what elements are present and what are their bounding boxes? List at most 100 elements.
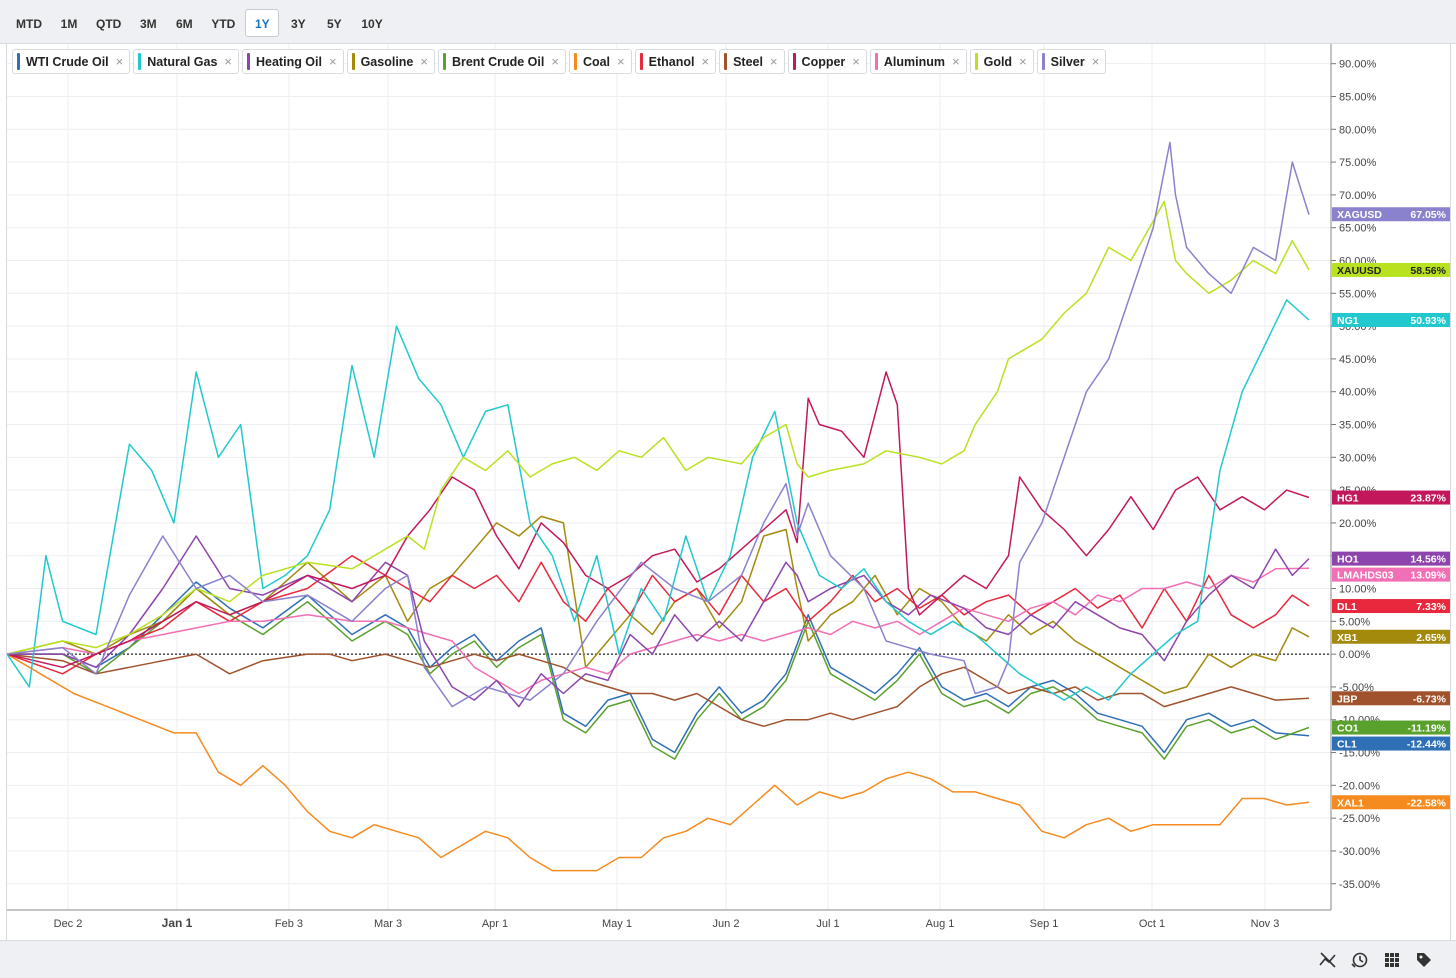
value-tag-xal1: XAL1 -22.58% [1332,795,1450,810]
legend-item[interactable]: Ethanol × [634,49,717,74]
range-tab-5y[interactable]: 5Y [327,17,342,31]
legend-swatch [974,53,978,70]
value-tag-bg [1332,629,1450,644]
hide-lines-icon[interactable] [1318,950,1338,970]
comparison-chart[interactable]: 90.00%85.00%80.00%75.00%70.00%65.00%60.0… [7,44,1452,940]
legend-label: Aluminum [883,54,945,69]
range-tab-qtd[interactable]: QTD [96,17,122,31]
range-tab-ytd[interactable]: YTD [211,17,236,31]
value-tag-bg [1332,691,1450,706]
series-line-cl1[interactable] [7,581,1310,754]
value-tag-bg [1332,262,1450,277]
remove-series-icon[interactable]: × [115,54,124,69]
legend-item[interactable]: Gold × [969,49,1034,74]
series-line-lmahds03[interactable] [7,567,1310,695]
value-tags: XAGUSD 67.05% XAUUSD 58.56% NG1 50.93% HG1 23.8… [1332,207,1450,810]
x-tick-label: May 1 [602,918,632,930]
legend-item[interactable]: Natural Gas × [133,49,239,74]
remove-series-icon[interactable]: × [1091,54,1100,69]
legend-item[interactable]: Copper × [787,49,867,74]
y-tick-label: 70.00% [1339,190,1377,202]
y-tick-label: -5.00% [1339,682,1374,694]
reset-zoom-icon[interactable] [1350,950,1370,970]
legend-item[interactable]: Aluminum × [869,49,967,74]
series-lines [7,141,1310,872]
value-tag-ticker: DL1 [1337,601,1357,613]
value-tag-value: -22.58% [1407,797,1447,809]
value-tag-ho1: HO1 14.56% [1332,551,1450,566]
series-line-ng1[interactable] [7,299,1310,701]
legend-label: Heating Oil [256,54,322,69]
value-tag-bg [1332,720,1450,735]
series-line-jbp[interactable] [7,653,1310,728]
value-tag-value: 13.09% [1410,570,1446,582]
range-tab-1y[interactable]: 1Y [245,9,280,37]
legend-item[interactable]: Heating Oil × [242,49,344,74]
x-tick-label: Jun 2 [713,918,740,930]
legend-item[interactable]: Silver × [1036,49,1107,74]
remove-series-icon[interactable]: × [701,54,710,69]
legend-label: WTI Crude Oil [26,54,109,69]
value-tag-bg [1332,490,1450,505]
legend-item[interactable]: Coal × [568,49,632,74]
range-tab-10y[interactable]: 10Y [361,17,383,31]
remove-series-icon[interactable]: × [1019,54,1027,69]
series-line-ho1[interactable] [7,535,1310,708]
legend-label: Gasoline [360,54,414,69]
y-tick-label: 55.00% [1339,288,1377,300]
legend-item[interactable]: Gasoline × [346,49,435,74]
remove-series-icon[interactable]: × [617,54,625,69]
value-tag-cl1: CL1 -12.44% [1332,736,1450,751]
range-tab-3y[interactable]: 3Y [291,17,306,31]
value-tag-ticker: HG1 [1337,493,1359,505]
value-tag-ticker: XAUUSD [1337,265,1382,277]
legend-label: Ethanol [648,54,695,69]
range-tab-1m[interactable]: 1M [60,17,78,31]
value-tag-ticker: JBP [1337,693,1357,705]
legend-label: Silver [1050,54,1085,69]
series-line-xauusd[interactable] [7,200,1310,655]
y-tick-label: -20.00% [1339,780,1380,792]
range-tab-3m[interactable]: 3M [140,17,157,31]
range-tabs: MTD 1M QTD 3M 6M YTD 1Y 3Y 5Y 10Y [8,9,391,37]
range-tab-6m[interactable]: 6M [176,17,193,31]
legend-item[interactable]: WTI Crude Oil × [12,49,131,74]
value-tag-bg [1332,551,1450,566]
chart-area[interactable]: 90.00% 85.00% 80.00% 75.00% 70.00% 65.00% 60.0… [6,44,1451,940]
x-tick-label: Nov 3 [1251,918,1280,930]
remove-series-icon[interactable]: × [420,54,428,69]
y-axis: 90.00%85.00%80.00%75.00%70.00%65.00%60.0… [1331,59,1380,891]
tags-icon[interactable] [1414,950,1434,970]
remove-series-icon[interactable]: × [224,54,232,69]
grid-icon[interactable] [1382,950,1402,970]
y-tick-label: -25.00% [1339,813,1380,825]
legend-label: Brent Crude Oil [451,54,545,69]
value-tag-xagusd: XAGUSD 67.05% [1332,207,1450,222]
legend-swatch [724,53,728,70]
remove-series-icon[interactable]: × [328,54,337,69]
series-line-dl1[interactable] [7,554,1310,675]
range-tab-mtd[interactable]: MTD [16,17,42,31]
series-line-xagusd[interactable] [7,141,1310,708]
series-line-co1[interactable] [7,587,1310,760]
legend-item[interactable]: Steel × [719,49,785,74]
value-tag-dl1: DL1 7.33% [1332,599,1450,614]
series-line-hg1[interactable] [7,371,1310,669]
remove-series-icon[interactable]: × [769,54,778,69]
remove-series-icon[interactable]: × [551,54,559,69]
value-tag-jbp: JBP -6.73% [1332,691,1450,706]
series-line-xb1[interactable] [7,515,1310,695]
value-tag-ticker: XB1 [1337,632,1358,644]
series-line-xal1[interactable] [7,653,1310,872]
remove-series-icon[interactable]: × [852,54,860,69]
value-tag-xb1: XB1 2.65% [1332,629,1450,644]
remove-series-icon[interactable]: × [952,54,960,69]
value-tag-value: 50.93% [1410,315,1446,327]
value-tag-bg [1332,313,1450,328]
value-tag-bg [1332,567,1450,582]
y-tick-label: 5.00% [1339,616,1370,628]
value-tag-value: -12.44% [1407,739,1447,751]
series-legend: WTI Crude Oil × Natural Gas × Heating Oil × Ga… [12,49,1107,74]
chart-tools-bar [0,940,1456,978]
legend-item[interactable]: Brent Crude Oil × [437,49,566,74]
